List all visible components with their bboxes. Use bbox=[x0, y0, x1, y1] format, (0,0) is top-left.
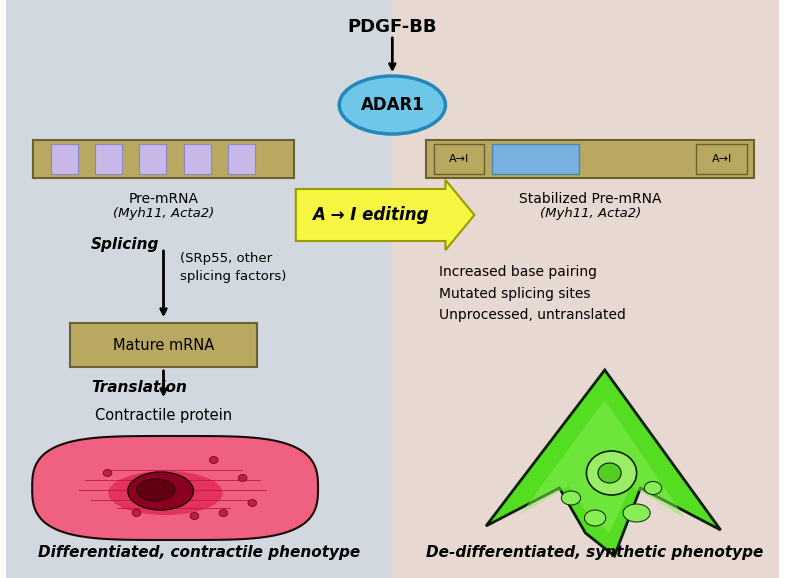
FancyBboxPatch shape bbox=[70, 323, 257, 367]
Text: A→I: A→I bbox=[711, 154, 732, 164]
Text: Mature mRNA: Mature mRNA bbox=[113, 338, 214, 353]
Text: Increased base pairing
Mutated splicing sites
Unprocessed, untranslated: Increased base pairing Mutated splicing … bbox=[438, 265, 626, 323]
Bar bbox=[139, 144, 166, 174]
Ellipse shape bbox=[623, 504, 650, 522]
Ellipse shape bbox=[137, 479, 175, 501]
Text: A→I: A→I bbox=[449, 154, 469, 164]
Text: Translation: Translation bbox=[91, 380, 187, 395]
Bar bbox=[33, 140, 294, 178]
Ellipse shape bbox=[585, 510, 606, 526]
Bar bbox=[95, 144, 122, 174]
Ellipse shape bbox=[219, 509, 228, 517]
Text: Differentiated, contractile phenotype: Differentiated, contractile phenotype bbox=[38, 545, 360, 560]
Text: (SRp55, other
splicing factors): (SRp55, other splicing factors) bbox=[180, 252, 286, 283]
Ellipse shape bbox=[238, 475, 247, 481]
Ellipse shape bbox=[248, 499, 257, 506]
FancyArrow shape bbox=[296, 180, 474, 250]
Text: Contractile protein: Contractile protein bbox=[95, 408, 232, 423]
Bar bbox=[434, 144, 484, 174]
Text: (Myh11, Acta2): (Myh11, Acta2) bbox=[113, 207, 214, 220]
Ellipse shape bbox=[103, 469, 112, 476]
Ellipse shape bbox=[339, 76, 446, 134]
Ellipse shape bbox=[598, 463, 621, 483]
Ellipse shape bbox=[586, 451, 637, 495]
Ellipse shape bbox=[644, 481, 662, 495]
Text: A → I editing: A → I editing bbox=[312, 206, 429, 224]
Bar bbox=[697, 144, 746, 174]
Bar bbox=[392, 0, 778, 578]
Ellipse shape bbox=[562, 491, 581, 505]
Text: Splicing: Splicing bbox=[91, 238, 159, 253]
Polygon shape bbox=[486, 370, 721, 556]
Bar bbox=[228, 144, 255, 174]
Ellipse shape bbox=[128, 472, 194, 510]
Bar bbox=[426, 140, 754, 178]
Ellipse shape bbox=[210, 457, 218, 464]
Bar bbox=[492, 144, 578, 174]
Ellipse shape bbox=[108, 471, 222, 515]
Bar bbox=[6, 0, 392, 578]
Bar bbox=[50, 144, 78, 174]
Text: Pre-mRNA: Pre-mRNA bbox=[129, 192, 198, 206]
Text: Stabilized Pre-mRNA: Stabilized Pre-mRNA bbox=[519, 192, 662, 206]
Bar bbox=[184, 144, 211, 174]
Text: ADAR1: ADAR1 bbox=[361, 96, 424, 114]
Ellipse shape bbox=[190, 513, 198, 520]
Text: PDGF-BB: PDGF-BB bbox=[347, 18, 437, 36]
Ellipse shape bbox=[132, 509, 141, 517]
Text: (Myh11, Acta2): (Myh11, Acta2) bbox=[540, 207, 641, 220]
Polygon shape bbox=[32, 436, 318, 540]
Polygon shape bbox=[521, 400, 685, 533]
Text: De-differentiated, synthetic phenotype: De-differentiated, synthetic phenotype bbox=[426, 545, 764, 560]
